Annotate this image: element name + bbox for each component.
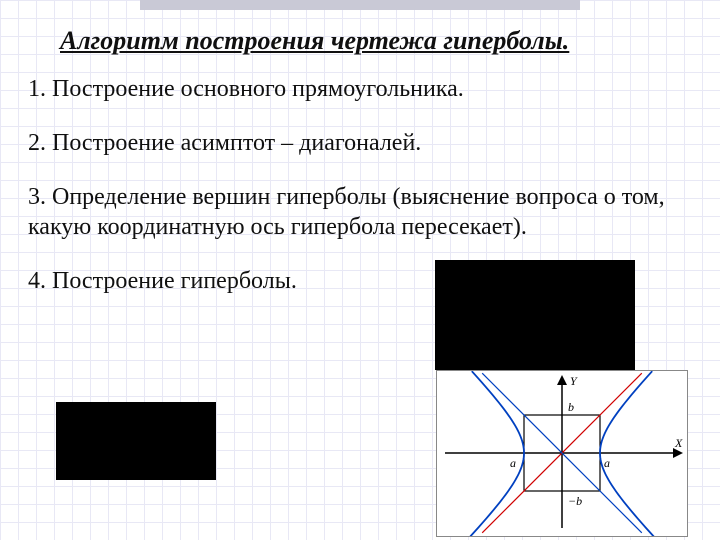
svg-text:X: X (674, 436, 683, 450)
slide-title: Алгоритм построения чертежа гиперболы. (60, 26, 692, 56)
svg-text:a: a (510, 456, 516, 470)
svg-text:a: a (604, 456, 610, 470)
list-item: 1. Построение основного прямоугольника. (28, 74, 692, 104)
hyperbola-svg: XYaab−b (437, 371, 687, 536)
redaction-box (56, 402, 216, 480)
list-item: 3. Определение вершин гиперболы (выяснен… (28, 182, 688, 242)
redaction-box (435, 260, 635, 370)
svg-text:−b: −b (568, 494, 582, 508)
slide-content: Алгоритм построения чертежа гиперболы. 1… (0, 0, 720, 296)
hyperbola-diagram: XYaab−b (436, 370, 688, 537)
svg-text:b: b (568, 400, 574, 414)
list-item: 2. Построение асимптот – диагоналей. (28, 128, 692, 158)
